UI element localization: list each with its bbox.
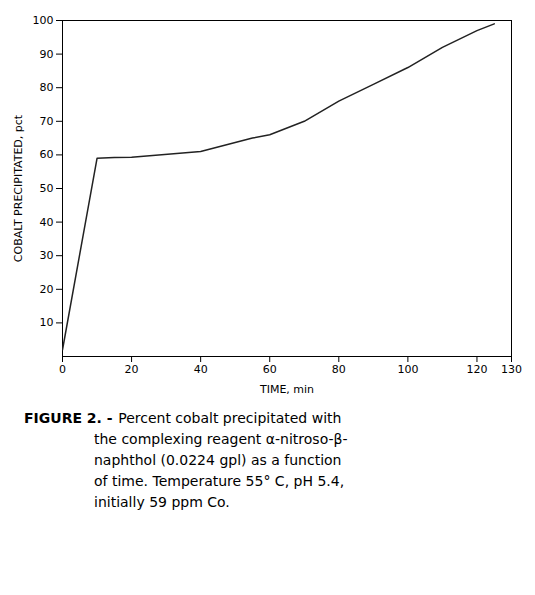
svg-text:30: 30 <box>40 249 54 262</box>
svg-text:20: 20 <box>125 363 139 376</box>
svg-text:70: 70 <box>40 115 54 128</box>
svg-text:60: 60 <box>40 148 54 161</box>
svg-text:40: 40 <box>40 216 54 229</box>
svg-text:80: 80 <box>332 363 346 376</box>
svg-text:20: 20 <box>40 283 54 296</box>
svg-text:90: 90 <box>40 48 54 61</box>
svg-text:40: 40 <box>194 363 208 376</box>
svg-text:100: 100 <box>33 14 54 27</box>
svg-text:0: 0 <box>59 363 66 376</box>
svg-text:TIME, min: TIME, min <box>259 383 314 396</box>
html-text:FIGURE 2. - Percent cobalt pre: FIGURE 2. - Percent cobalt precipitated … <box>24 410 342 426</box>
svg-text:50: 50 <box>40 182 54 195</box>
svg-text:100: 100 <box>397 363 418 376</box>
svg-text:COBALT PRECIPITATED, pct: COBALT PRECIPITATED, pct <box>12 114 25 262</box>
svg-text:10: 10 <box>40 316 54 329</box>
svg-text:60: 60 <box>263 363 277 376</box>
svg-text:80: 80 <box>40 81 54 94</box>
html-text:naphthol (0.0224 gpl) as a fun: naphthol (0.0224 gpl) as a function <box>94 452 342 468</box>
html-text:initially 59 ppm Co.: initially 59 ppm Co. <box>94 494 230 510</box>
svg-text:120: 120 <box>466 363 487 376</box>
svg-text:130: 130 <box>501 363 522 376</box>
html-text:the complexing reagent α-nitro: the complexing reagent α-nitroso-β- <box>94 431 348 447</box>
html-text:of time. Temperature 55° C, pH: of time. Temperature 55° C, pH 5.4, <box>94 473 345 489</box>
